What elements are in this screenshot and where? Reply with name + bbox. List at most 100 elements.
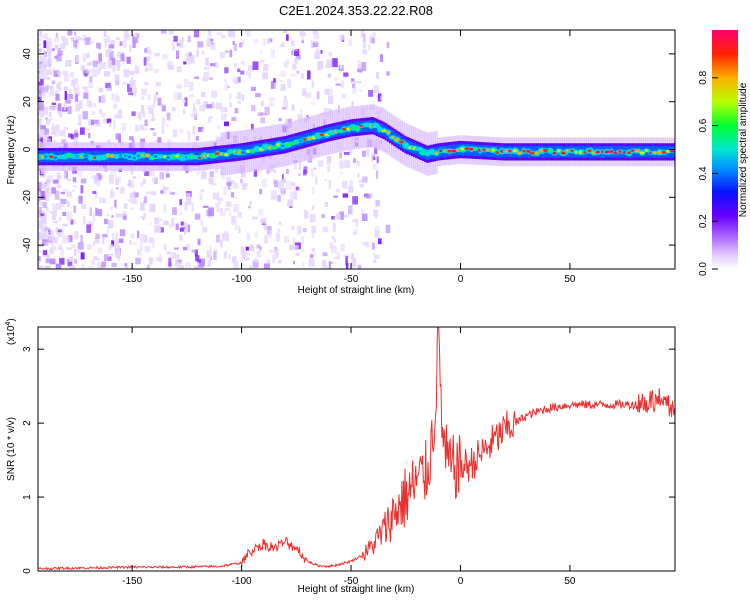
- spectrogram-speckle: [152, 132, 157, 136]
- spectrogram-speckle: [132, 242, 138, 245]
- spectrogram-speckle: [386, 71, 390, 76]
- spectrogram-speckle: [375, 71, 379, 79]
- spectrogram-speckle: [38, 131, 41, 140]
- spectrogram-speckle: [75, 87, 78, 92]
- spectrogram-speckle: [339, 34, 345, 41]
- spectrogram-ridge-core: [289, 142, 295, 145]
- spectrogram-speckle: [48, 50, 52, 57]
- spectrogram-speckle: [278, 259, 282, 264]
- spectrogram-speckle: [322, 252, 328, 257]
- spectrogram-speckle: [360, 30, 365, 38]
- spectrogram-speckle: [372, 242, 375, 250]
- spectrogram-speckle: [147, 104, 152, 110]
- spectrogram-speckle: [60, 198, 67, 204]
- spectrogram-speckle: [53, 37, 60, 43]
- spectrogram-speckle: [38, 60, 41, 66]
- spectrogram-speckle: [38, 48, 42, 53]
- snr-multiplier-base: (x10: [6, 325, 17, 345]
- spectrogram-speckle: [100, 94, 106, 104]
- spectrogram-speckle: [76, 91, 81, 95]
- spectrogram-speckle: [197, 238, 201, 246]
- spectrogram-speckle: [98, 87, 104, 93]
- spectrogram-speckle: [334, 77, 337, 82]
- spectrogram-speckle: [340, 243, 345, 252]
- spectrogram-speckle: [269, 102, 274, 107]
- spectrogram-speckle: [45, 182, 51, 192]
- spectrogram-speckle: [216, 197, 223, 201]
- spectrogram-speckle: [39, 212, 45, 218]
- spectrogram-speckle: [142, 111, 146, 118]
- spectrogram-speckle: [42, 183, 48, 188]
- snr-x-label: Height of straight line (km): [298, 584, 415, 595]
- spectrogram-speckle: [52, 237, 58, 244]
- spectrogram-speckle: [296, 186, 299, 191]
- spectrogram-speckle: [276, 233, 280, 242]
- spectrogram-x-tick-label: -100: [232, 274, 252, 285]
- spectrogram-ridge-core: [93, 156, 97, 160]
- spectrogram-speckle: [89, 60, 95, 66]
- spectrogram-speckle: [39, 115, 42, 122]
- spectrogram-speckle: [314, 51, 320, 60]
- spectrogram-speckle: [130, 87, 136, 97]
- spectrogram-speckle: [352, 231, 357, 235]
- spectrogram-speckle: [217, 125, 220, 130]
- spectrogram-speckle: [63, 188, 68, 192]
- spectrogram-speckle: [192, 125, 196, 135]
- snr-y-ticks: 0 1 2 3: [22, 346, 675, 574]
- spectrogram-speckle: [253, 258, 259, 263]
- spectrogram-speckle: [196, 50, 200, 57]
- spectrogram-speckle: [84, 37, 91, 45]
- spectrogram-speckle: [83, 58, 87, 61]
- spectrogram-speckle: [183, 78, 189, 88]
- spectrogram-speckle: [242, 183, 247, 190]
- colorbar-label: Normalized spectral amplitude: [738, 82, 749, 217]
- spectrogram-speckle: [54, 190, 60, 200]
- spectrogram-speckle: [262, 72, 269, 80]
- spectrogram-ridge-core: [656, 150, 663, 154]
- spectrogram-speckle: [365, 194, 371, 199]
- spectrogram-speckle: [277, 195, 281, 202]
- spectrogram-speckle: [261, 217, 267, 225]
- spectrogram-speckle: [287, 78, 292, 88]
- spectrogram-ridge-core: [609, 150, 614, 153]
- spectrogram-speckle: [162, 185, 167, 195]
- spectrogram-speckle: [129, 207, 135, 211]
- spectrogram-speckle: [215, 136, 221, 141]
- spectrogram-speckle: [112, 66, 116, 73]
- spectrogram-speckle: [332, 222, 336, 232]
- spectrogram-speckle: [84, 40, 87, 44]
- spectrogram-speckle: [200, 189, 205, 193]
- spectrogram-speckle: [175, 50, 180, 59]
- spectrogram-speckle: [64, 91, 67, 100]
- spectrogram-speckle: [101, 261, 106, 268]
- spectrogram-speckle: [55, 90, 59, 95]
- spectrogram-speckle: [376, 156, 379, 164]
- spectrogram-speckle: [45, 117, 49, 126]
- spectrogram-speckle: [139, 124, 144, 131]
- spectrogram-speckle: [241, 183, 248, 187]
- spectrogram-speckle: [291, 40, 295, 47]
- spectrogram-ridge-core: [512, 149, 518, 153]
- spectrogram-speckle: [193, 265, 197, 269]
- spectrogram-speckle: [78, 195, 83, 204]
- spectrogram-speckle: [206, 104, 213, 109]
- spectrogram-speckle: [293, 160, 297, 170]
- spectrogram-speckle: [311, 232, 315, 238]
- spectrogram-speckle: [46, 179, 51, 183]
- spectrogram-speckle: [258, 209, 264, 216]
- spectrogram-speckle: [374, 230, 380, 238]
- spectrogram-speckle: [268, 97, 275, 102]
- spectrogram-speckle: [228, 93, 232, 100]
- spectrogram-speckle: [46, 43, 51, 53]
- spectrogram-speckle: [114, 199, 117, 208]
- spectrogram-ridge-core: [377, 127, 382, 131]
- spectrogram-speckle: [227, 86, 230, 89]
- spectrogram-speckle: [85, 54, 89, 59]
- spectrogram-speckle: [151, 191, 157, 196]
- spectrogram-speckle: [65, 61, 71, 67]
- spectrogram-speckle: [103, 118, 106, 124]
- spectrogram-speckle: [274, 170, 277, 174]
- spectrogram-speckle: [115, 133, 121, 140]
- spectrogram-speckle: [141, 105, 145, 114]
- spectrogram-speckle: [355, 219, 358, 228]
